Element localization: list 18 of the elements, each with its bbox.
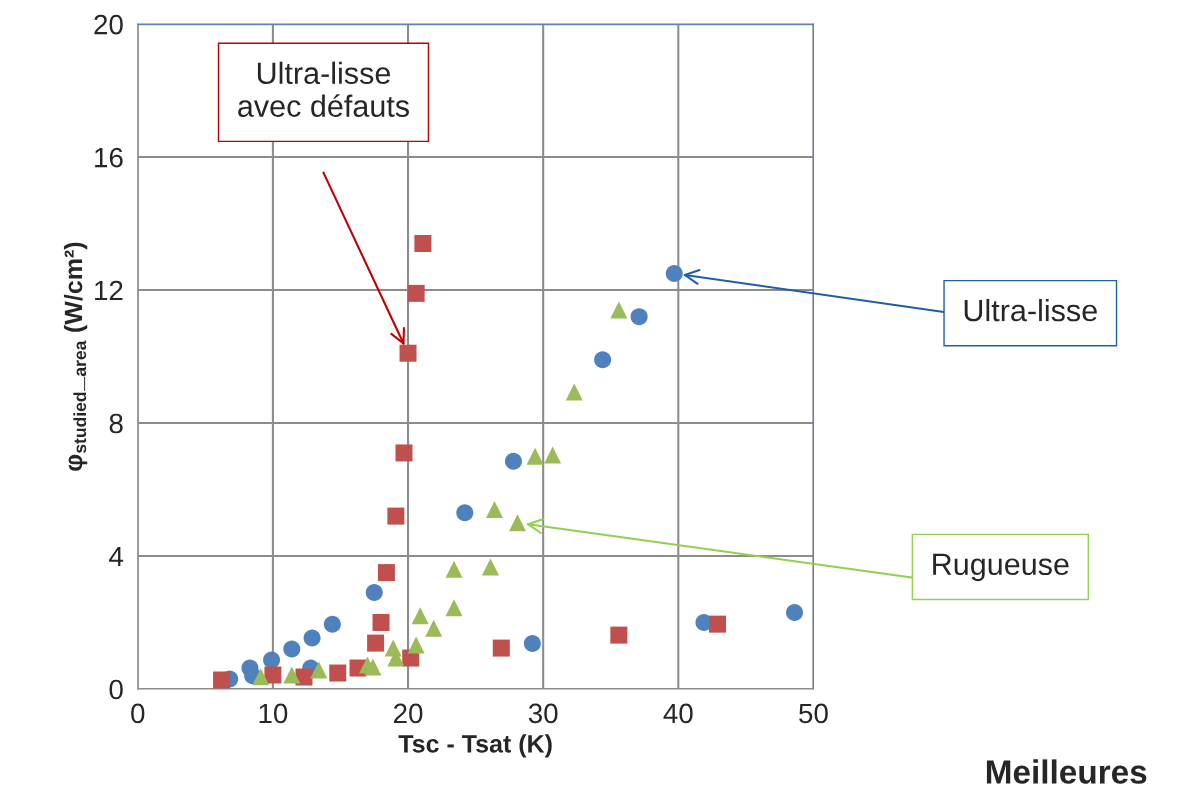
text: Meilleures bbox=[986, 759, 1147, 784]
y-tick-label: 20 bbox=[94, 14, 123, 35]
x-tick-label: 20 bbox=[393, 703, 423, 724]
text: Ultra-lisse bbox=[964, 298, 1097, 322]
x-tick-label: 50 bbox=[799, 703, 828, 724]
y-axis-title: φ$_{studied}$_$_{area}$ (W/cm²) bbox=[63, 242, 88, 471]
y-tick-label: 8 bbox=[109, 413, 123, 434]
x-tick-label: 0 bbox=[131, 703, 145, 724]
y-tick-label: 12 bbox=[95, 280, 123, 301]
y-tick-label: 4 bbox=[109, 546, 124, 567]
x-tick-label: 10 bbox=[259, 703, 288, 724]
y-tick-label: 0 bbox=[109, 679, 123, 700]
x-tick-label: 30 bbox=[528, 703, 558, 724]
y-tick-label: 16 bbox=[95, 147, 123, 168]
x-axis-title: Tsc - Tsat (K) bbox=[398, 734, 552, 758]
x-tick-label: 40 bbox=[663, 703, 693, 724]
text: Rugueuse bbox=[933, 553, 1069, 582]
annotation: Ultra-lisse avec défauts bbox=[238, 61, 409, 117]
